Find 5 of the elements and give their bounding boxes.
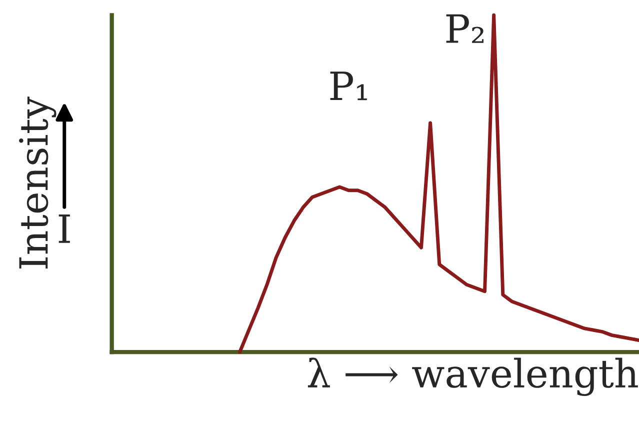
annotation: P₁: [330, 72, 367, 100]
text: I: [58, 214, 70, 243]
annotation: P₂: [446, 14, 484, 43]
y-axis-title: Intensity: [19, 96, 56, 268]
x-axis-title: λ ⟶ wavelength: [308, 358, 638, 396]
